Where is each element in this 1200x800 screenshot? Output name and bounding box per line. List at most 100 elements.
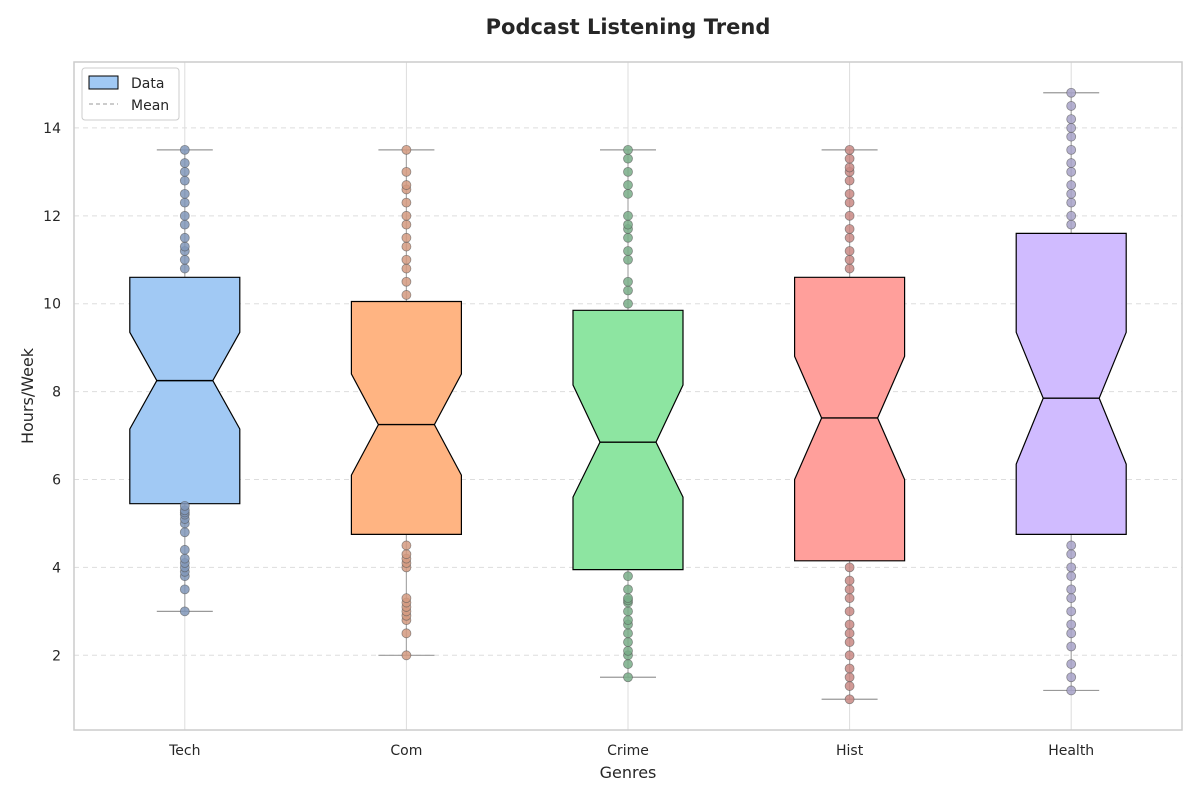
data-point (623, 584, 633, 595)
box-crime (572, 309, 684, 571)
data-point (623, 166, 633, 177)
data-point (844, 619, 855, 630)
y-tick-label: 14 (43, 121, 61, 137)
legend: Data Mean (81, 67, 180, 121)
data-point (401, 210, 412, 221)
data-point (844, 663, 855, 674)
data-point (179, 158, 190, 168)
data-point (623, 298, 633, 309)
x-tick-label: Health (1048, 743, 1094, 759)
data-point (179, 544, 190, 555)
chart-title: Podcast Listening Trend (486, 15, 771, 39)
data-point (623, 628, 633, 639)
data-point (1066, 540, 1077, 551)
data-point (401, 166, 412, 177)
data-point (844, 606, 855, 617)
data-point (179, 241, 190, 252)
data-point (623, 285, 633, 296)
data-point (844, 153, 855, 164)
data-point (844, 593, 855, 604)
y-tick-label: 10 (43, 297, 61, 313)
y-tick-label: 6 (52, 473, 61, 489)
box-hist (793, 276, 906, 562)
legend-data-label: Data (131, 76, 164, 92)
data-point (844, 575, 855, 586)
data-point (1066, 562, 1077, 573)
data-point (179, 210, 190, 221)
box-layer (129, 232, 1127, 571)
data-point (401, 276, 412, 287)
data-point (179, 188, 190, 199)
data-point (623, 153, 633, 164)
data-point (1066, 685, 1077, 696)
data-point (179, 553, 190, 564)
data-point (1066, 549, 1077, 560)
data-point (844, 197, 855, 208)
data-point (623, 606, 633, 617)
y-tick-label: 4 (52, 560, 61, 576)
data-point (623, 615, 633, 626)
data-point (1066, 584, 1077, 595)
data-point (1066, 131, 1077, 142)
data-point (401, 180, 412, 190)
x-tick-label: Hist (836, 743, 864, 759)
data-point (1066, 188, 1077, 199)
data-point (623, 593, 633, 604)
data-point (401, 540, 412, 551)
data-point (844, 562, 855, 573)
data-point (844, 637, 855, 648)
data-point (1066, 628, 1077, 639)
plot-frame (73, 61, 1183, 731)
data-point (623, 254, 633, 265)
data-point (844, 628, 855, 639)
data-point (401, 232, 412, 243)
data-point (1066, 180, 1077, 190)
data-point (1066, 672, 1077, 683)
data-point (623, 637, 633, 648)
data-point (1066, 114, 1077, 125)
data-point (401, 241, 412, 252)
box-com (350, 300, 462, 536)
legend-mean-label: Mean (131, 98, 169, 114)
data-point (401, 593, 412, 604)
data-point (1066, 571, 1077, 582)
data-point (1066, 197, 1077, 208)
data-point (623, 232, 633, 243)
x-tick-label: Com (390, 743, 422, 759)
x-tick-label: Tech (168, 743, 200, 759)
x-axis-label: Genres (600, 763, 657, 782)
y-tick-label: 2 (52, 648, 61, 664)
box-tech (129, 276, 241, 505)
data-point (623, 144, 633, 155)
tick-layer: 2 4 6 8 10 12 14 Tech Com Crime Hist Health (43, 121, 1094, 759)
data-point (1066, 158, 1077, 168)
data-point (179, 197, 190, 208)
data-point (1066, 659, 1077, 669)
data-point (179, 606, 190, 617)
data-point (1066, 606, 1077, 617)
data-point (623, 571, 633, 582)
data-point (1066, 210, 1077, 221)
x-tick-label: Crime (607, 743, 649, 759)
data-point (401, 549, 412, 560)
data-point (401, 144, 412, 155)
data-point (844, 224, 855, 234)
data-point (179, 254, 190, 265)
data-point (623, 219, 633, 230)
data-point (844, 672, 855, 683)
data-point (1066, 619, 1077, 630)
data-point (1066, 593, 1077, 604)
data-point (179, 263, 190, 274)
data-point (1066, 101, 1077, 111)
data-point (844, 232, 855, 243)
data-point (623, 645, 633, 656)
point-layer (179, 87, 1077, 705)
data-point (844, 254, 855, 265)
data-point (844, 210, 855, 221)
data-point (401, 219, 412, 230)
data-point (844, 263, 855, 274)
data-point (844, 144, 855, 155)
data-point (623, 188, 633, 199)
